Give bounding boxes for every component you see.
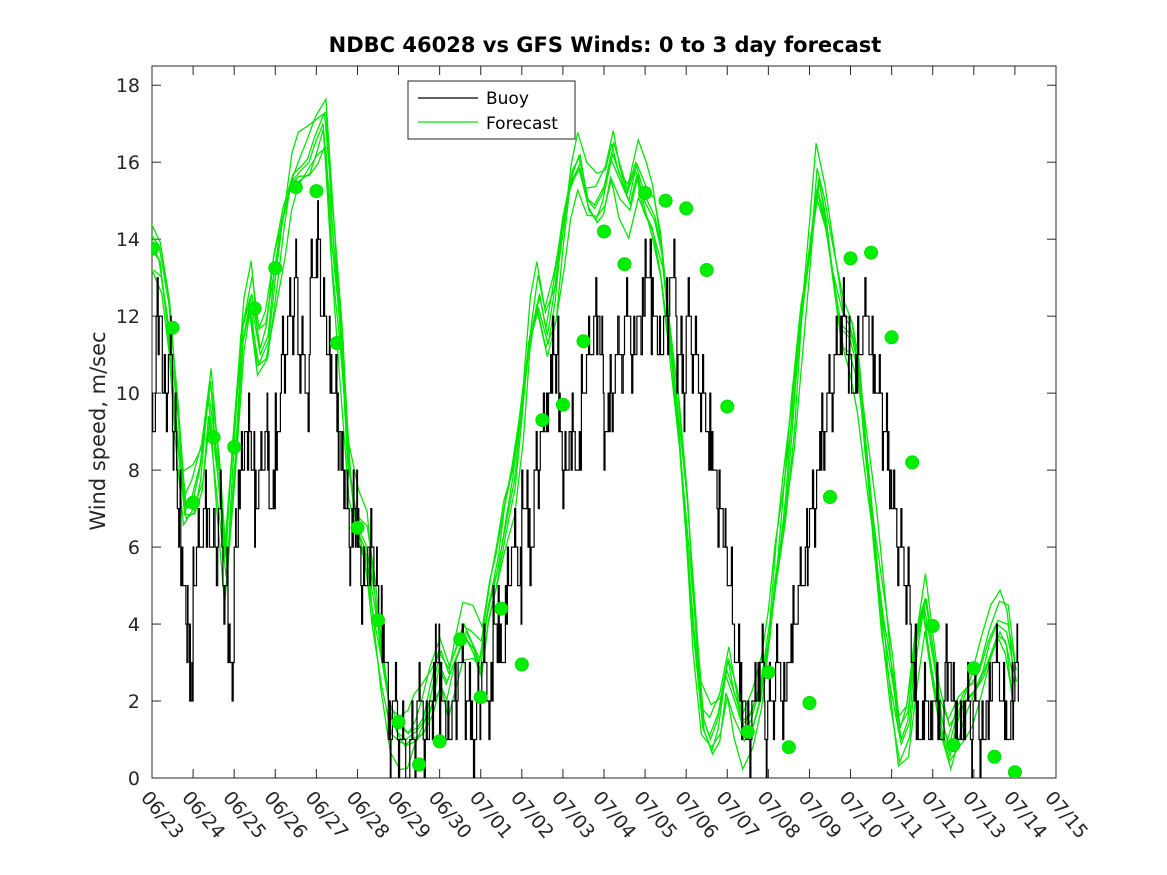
y-tick-label: 2: [128, 691, 140, 713]
analysis-point: [391, 715, 406, 730]
analysis-point: [638, 186, 653, 200]
analysis-point: [699, 263, 714, 277]
analysis-point: [905, 455, 920, 470]
buoy-line: [152, 200, 1019, 778]
y-axis-label: Wind speed, m/sec: [86, 331, 110, 530]
plot-area: 02468101214161806/2306/2406/2506/2606/27…: [116, 65, 1092, 843]
analysis-point: [864, 245, 879, 260]
analysis-point: [165, 320, 180, 335]
forecast-line: [152, 110, 1015, 732]
analysis-point: [555, 397, 570, 412]
analysis-point: [1007, 765, 1022, 778]
analysis-point: [329, 336, 344, 351]
analysis-point: [658, 193, 673, 208]
analysis-point: [514, 657, 529, 672]
forecast-line: [152, 97, 1016, 735]
analysis-point: [494, 601, 509, 616]
y-tick-label: 10: [116, 383, 140, 405]
analysis-point: [371, 613, 385, 628]
analysis-point: [823, 490, 837, 504]
y-tick-label: 16: [116, 152, 140, 174]
analysis-point: [925, 619, 940, 633]
analysis-point: [720, 399, 735, 414]
analysis-point: [309, 184, 324, 199]
analysis-point: [597, 224, 611, 239]
analysis-point: [473, 690, 488, 705]
analysis-point: [576, 334, 591, 349]
analysis-point: [535, 413, 550, 428]
analysis-point: [802, 696, 817, 710]
analysis-point: [227, 440, 242, 454]
analysis-point: [761, 665, 776, 680]
y-tick-label: 0: [128, 768, 140, 790]
legend: Buoy Forecast: [407, 80, 576, 140]
legend-forecast-label: Forecast: [486, 114, 558, 134]
analysis-point: [247, 301, 262, 316]
y-tick-label: 14: [116, 229, 140, 251]
analysis-point: [288, 180, 303, 195]
legend-buoy-label: Buoy: [486, 89, 529, 109]
analysis-point: [412, 757, 427, 772]
y-tick-label: 8: [128, 460, 140, 482]
analysis-point: [966, 661, 981, 676]
data-layer: [152, 97, 1022, 778]
analysis-point: [679, 201, 694, 216]
chart-title: NDBC 46028 vs GFS Winds: 0 to 3 day fore…: [329, 33, 882, 57]
analysis-point: [946, 738, 961, 753]
legend-box: [407, 80, 576, 140]
y-tick-label: 4: [128, 614, 140, 636]
analysis-point: [884, 330, 899, 345]
analysis-point: [432, 734, 447, 749]
y-tick-label: 6: [128, 537, 140, 559]
analysis-point: [152, 241, 159, 256]
analysis-point: [268, 261, 283, 276]
analysis-point: [987, 749, 1002, 764]
analysis-point: [350, 520, 365, 535]
analysis-point: [617, 257, 632, 272]
analysis-point: [206, 430, 221, 445]
analysis-point: [186, 495, 201, 510]
y-tick-label: 12: [116, 306, 140, 328]
analysis-point: [781, 740, 796, 755]
y-tick-label: 18: [116, 75, 140, 97]
analysis-point: [740, 724, 755, 739]
analysis-point: [843, 251, 858, 266]
analysis-point: [453, 632, 468, 647]
